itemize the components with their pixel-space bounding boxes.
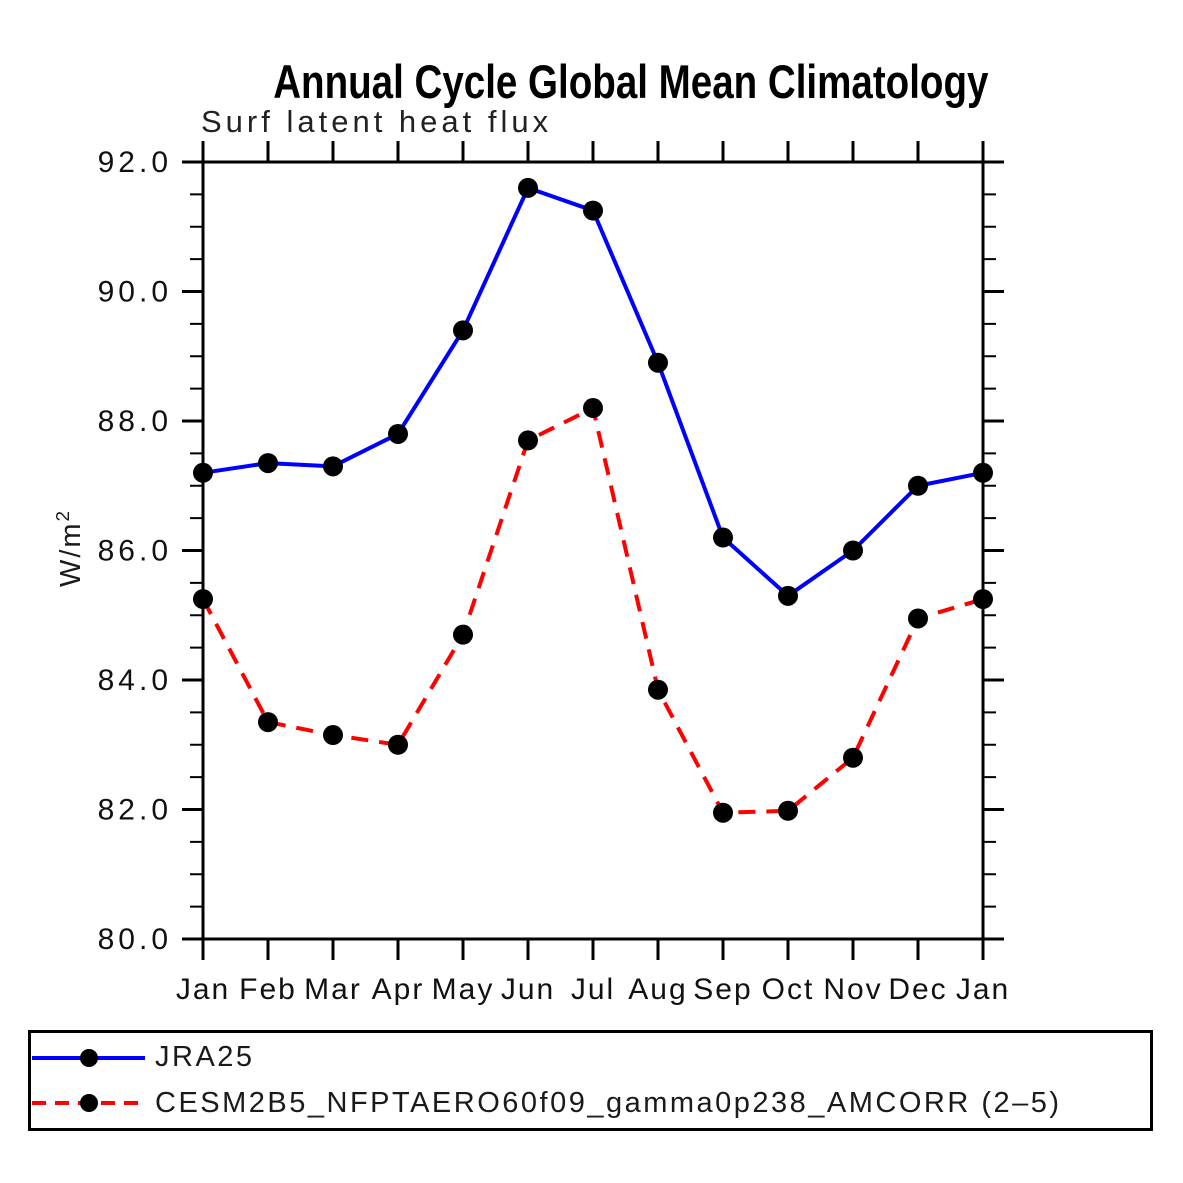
data-point-marker [908,475,928,496]
data-point-marker [258,453,278,474]
data-point-marker [518,430,538,451]
x-tick-label: Sep [693,973,752,1006]
x-tick-label: Jan [176,973,230,1006]
legend-label-jra25: JRA25 [155,1041,255,1074]
x-tick-label: Jan [956,973,1010,1006]
legend-marker-icon [80,1048,98,1067]
data-point-marker [518,177,538,198]
x-tick-label: Apr [372,973,425,1006]
data-point-marker [648,679,668,700]
legend-item-jra25: JRA25 [32,1036,1150,1080]
x-tick-label: Mar [304,973,362,1006]
y-tick-label: 80.0 [98,923,172,956]
data-point-marker [453,624,473,645]
y-tick-label: 90.0 [98,276,172,309]
data-point-marker [713,527,733,548]
legend-item-cesm: CESM2B5_NFPTAERO60f09_gamma0p238_AMCORR … [32,1081,1150,1125]
data-point-marker [713,802,733,823]
x-tick-label: Feb [239,973,297,1006]
y-tick-label: 92.0 [98,146,172,179]
data-point-marker [648,352,668,373]
legend-box: JRA25 CESM2B5_NFPTAERO60f09_gamma0p238_A… [28,1030,1153,1131]
data-point-marker [323,456,343,477]
y-tick-label: 86.0 [98,535,172,568]
x-tick-label: May [432,973,495,1006]
plot-frame [201,160,985,941]
data-point-marker [193,462,213,483]
y-tick-label: 88.0 [98,405,172,438]
legend-label-cesm: CESM2B5_NFPTAERO60f09_gamma0p238_AMCORR … [155,1086,1062,1119]
data-point-marker [973,462,993,483]
data-point-marker [908,608,928,629]
legend-swatch-cesm [32,1094,145,1113]
legend-marker-icon [80,1094,98,1113]
y-tick-label: 82.0 [98,794,172,827]
data-point-marker [843,540,863,561]
data-point-marker [583,398,603,419]
y-tick-label: 84.0 [98,664,172,697]
x-tick-label: Oct [762,973,815,1006]
chart-title: Annual Cycle Global Mean Climatology [273,55,989,108]
data-point-marker [453,320,473,341]
data-point-marker [973,589,993,610]
data-point-marker [323,725,343,746]
x-tick-label: Aug [628,973,687,1006]
chart-subtitle: Surf latent heat flux [201,104,553,139]
data-point-marker [778,800,798,821]
x-tick-label: Jul [571,973,615,1006]
data-point-marker [583,200,603,221]
data-point-marker [388,423,408,444]
data-point-marker [388,734,408,755]
series-line-jra25 [202,185,984,598]
data-point-marker [258,712,278,733]
x-tick-label: Dec [888,973,947,1006]
x-tick-label: Jun [501,973,555,1006]
x-tick-label: Nov [823,973,882,1006]
data-point-marker [843,747,863,768]
legend-swatch-jra25 [32,1048,145,1067]
series-line-cesm [201,406,984,815]
data-point-marker [778,585,798,606]
data-point-marker [193,589,213,610]
